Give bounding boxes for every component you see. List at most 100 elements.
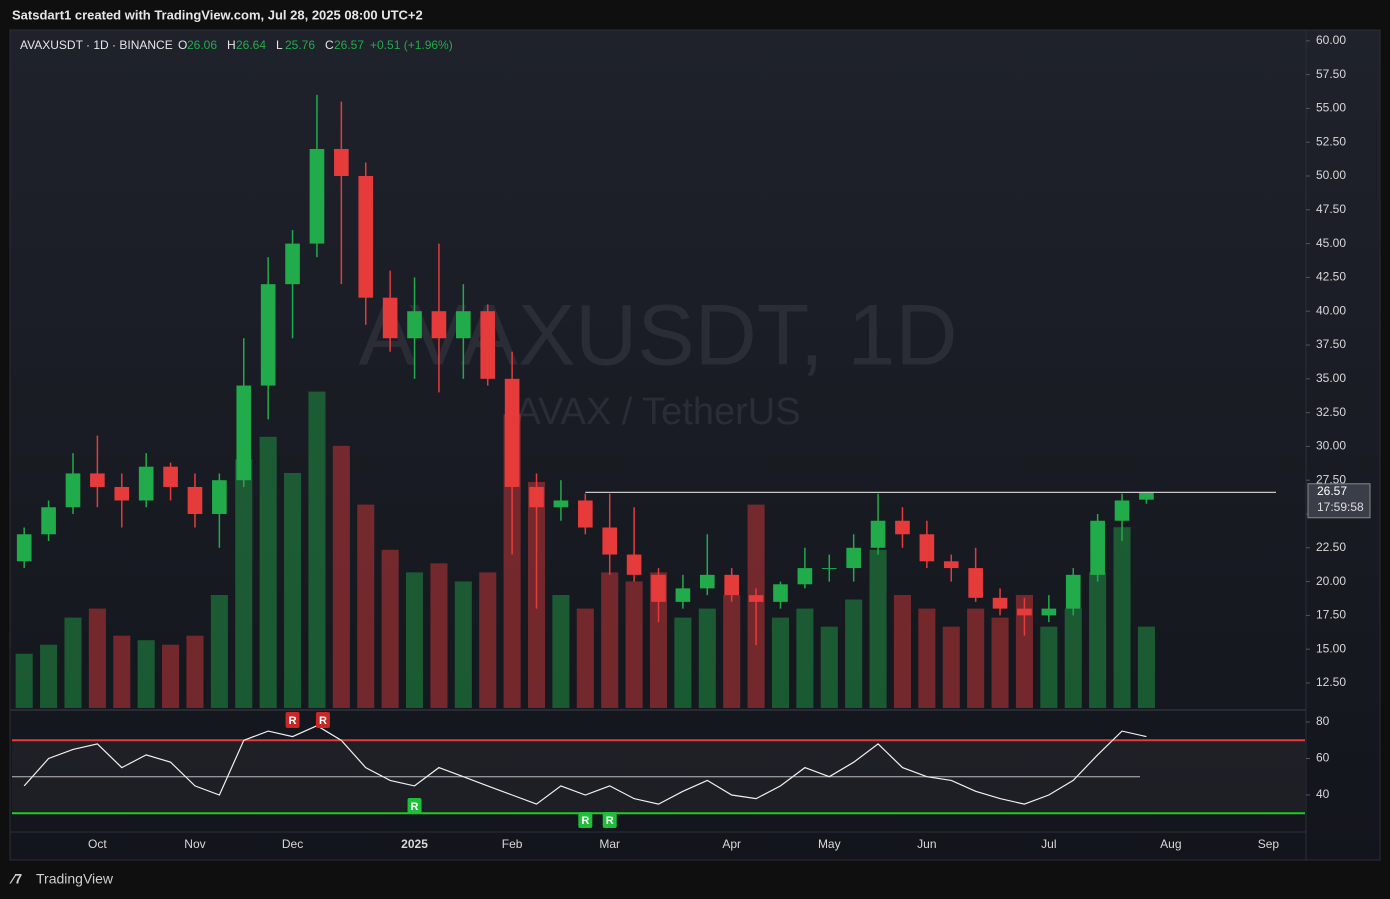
divergence-box: [602, 812, 617, 828]
x-tick-label: Sep: [1258, 837, 1280, 851]
divergence-label: R: [411, 801, 419, 813]
volume-bar: [1089, 572, 1107, 708]
countdown: 17:59:58: [1317, 500, 1364, 514]
y-tick-label: 52.50: [1316, 134, 1346, 148]
x-tick-label: Nov: [184, 837, 205, 851]
symbol: AVAXUSDT · 1D · BINANCE: [20, 38, 173, 52]
volume-bar: [649, 572, 668, 708]
volume-bar: [137, 640, 155, 708]
candle-body: [553, 500, 569, 508]
candle-body: [1114, 500, 1130, 521]
divergence-label: R: [581, 815, 589, 827]
candle-body: [797, 568, 813, 585]
volume-bar: [284, 472, 302, 708]
volume-bar: [1064, 608, 1082, 708]
volume-bar: [357, 504, 375, 708]
volume-bar: [723, 595, 741, 708]
volume-bar: [845, 599, 863, 708]
divergence-box: [315, 712, 330, 728]
y-tick-label: 45.00: [1316, 236, 1346, 250]
y-tick-label: 27.50: [1316, 472, 1346, 486]
x-tick-label: 2025: [401, 837, 428, 851]
volume-bar: [113, 635, 131, 708]
candle-body: [480, 311, 496, 379]
volume-bar: [625, 581, 643, 708]
candle-body: [675, 588, 691, 602]
volume-bar: [186, 635, 204, 708]
volume-bar: [15, 653, 33, 708]
volume-bar: [698, 608, 716, 708]
logo: TradingView: [36, 871, 114, 887]
y-tick-label: 37.50: [1316, 337, 1346, 351]
rsi-line: [23, 725, 1147, 805]
ohlc-letter: L: [276, 38, 283, 52]
candle-body: [431, 311, 447, 339]
divergence-box: [285, 712, 300, 728]
candle-body: [90, 473, 105, 487]
candle-body: [529, 486, 544, 508]
candle-body: [821, 568, 837, 570]
volume-bar: [1040, 626, 1058, 708]
y-tick-label: 32.50: [1316, 405, 1346, 419]
ohlc-value: 26.64: [236, 38, 266, 52]
x-tick-label: Jul: [1041, 837, 1056, 851]
candle-body: [773, 584, 788, 602]
watermark: AVAXUSDT, 1D: [359, 288, 958, 384]
x-tick-label: Dec: [282, 837, 303, 851]
y-tick-label: 12.50: [1316, 675, 1346, 689]
divergence-box: [578, 812, 593, 828]
candle-body: [114, 486, 130, 501]
y-tick-label: 35.00: [1316, 371, 1346, 385]
y-tick-label: 17.50: [1316, 608, 1346, 622]
candle-body: [992, 597, 1008, 609]
y-tick-label: 30.00: [1316, 439, 1346, 453]
ohlc-letter: H: [227, 38, 236, 52]
volume-bar: [1137, 626, 1155, 708]
volume-bar: [430, 563, 448, 708]
volume-bar: [576, 608, 594, 708]
x-tick-label: Apr: [722, 837, 741, 851]
credit: Satsdart1 created with TradingView.com, …: [12, 7, 423, 22]
volume-bar: [162, 644, 180, 708]
candle-body: [41, 507, 56, 535]
ohlc-value: 26.06: [187, 38, 217, 52]
volume-bar: [552, 595, 570, 708]
watermark-sub: AVAX / TetherUS: [515, 391, 800, 433]
rsi-tick-label: 40: [1316, 787, 1330, 801]
logo-mark: ⁄7: [9, 871, 22, 887]
candle-body: [334, 148, 349, 177]
candle-body: [846, 547, 861, 569]
candle-body: [626, 554, 642, 575]
volume-bar: [210, 595, 228, 708]
volume-bar: [454, 581, 472, 708]
y-tick-label: 42.50: [1316, 270, 1346, 284]
volume-bar: [88, 608, 106, 708]
y-tick-label: 57.50: [1316, 67, 1346, 81]
y-tick-label: 40.00: [1316, 303, 1346, 317]
candle-body: [358, 176, 374, 298]
candle-body: [212, 480, 227, 514]
volume-bar: [771, 617, 790, 708]
volume-bar: [405, 572, 424, 708]
volume-bar: [308, 391, 326, 708]
x-tick-label: Mar: [599, 837, 620, 851]
volume-bar: [1015, 595, 1033, 708]
volume-bar: [64, 617, 82, 708]
volume-bar: [674, 617, 692, 708]
divergence-label: R: [606, 815, 614, 827]
y-tick-label: 47.50: [1316, 202, 1346, 216]
candle-body: [1090, 520, 1105, 575]
divergence-label: R: [289, 715, 297, 727]
y-tick-label: 20.00: [1316, 574, 1346, 588]
candle-body: [870, 520, 886, 548]
candle-body: [1017, 608, 1032, 616]
volume-bar: [991, 617, 1009, 708]
candle-body: [748, 595, 764, 602]
price-label: 26.57: [1317, 484, 1347, 498]
ohlc-value: 25.76: [285, 38, 315, 52]
volume-bar: [918, 608, 936, 708]
candle-body: [138, 466, 154, 501]
y-tick-label: 15.00: [1316, 641, 1346, 655]
x-tick-label: Feb: [502, 837, 523, 851]
